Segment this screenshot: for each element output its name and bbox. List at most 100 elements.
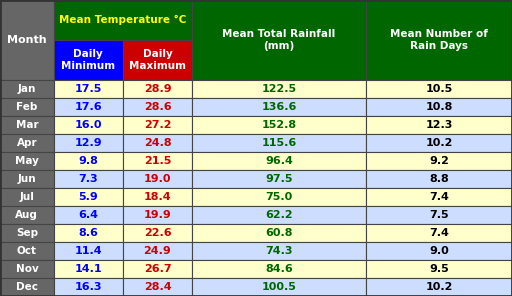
Text: 115.6: 115.6 <box>262 138 296 148</box>
Text: 21.5: 21.5 <box>144 156 171 166</box>
Bar <box>123 80 192 98</box>
Text: 75.0: 75.0 <box>265 192 293 202</box>
Text: Mean Total Rainfall
(mm): Mean Total Rainfall (mm) <box>222 29 336 51</box>
Bar <box>123 242 192 260</box>
Bar <box>0 206 54 224</box>
Bar <box>123 170 192 188</box>
Text: 96.4: 96.4 <box>265 156 293 166</box>
Text: Dec: Dec <box>16 282 38 292</box>
Bar <box>123 98 192 116</box>
Text: Sep: Sep <box>16 228 38 238</box>
Bar <box>123 134 192 152</box>
Text: 18.4: 18.4 <box>144 192 171 202</box>
Text: Month: Month <box>7 35 47 45</box>
Bar <box>0 134 54 152</box>
Bar <box>192 242 366 260</box>
Text: 7.4: 7.4 <box>429 192 449 202</box>
Bar <box>0 98 54 116</box>
Bar <box>366 188 512 206</box>
Text: 74.3: 74.3 <box>265 246 293 256</box>
Text: 24.8: 24.8 <box>144 138 171 148</box>
Text: 12.3: 12.3 <box>425 120 453 130</box>
Text: Aug: Aug <box>15 210 38 220</box>
Bar <box>54 116 123 134</box>
Bar <box>54 80 123 98</box>
Text: 14.1: 14.1 <box>75 264 102 274</box>
Text: 62.2: 62.2 <box>265 210 293 220</box>
Text: May: May <box>15 156 39 166</box>
Bar <box>192 224 366 242</box>
Text: 7.5: 7.5 <box>429 210 449 220</box>
Text: 17.5: 17.5 <box>75 84 102 94</box>
Text: 11.4: 11.4 <box>75 246 102 256</box>
Text: 60.8: 60.8 <box>265 228 293 238</box>
Text: 24.9: 24.9 <box>143 246 172 256</box>
Bar <box>366 116 512 134</box>
Bar <box>366 170 512 188</box>
Bar <box>54 40 123 80</box>
Bar <box>0 0 54 80</box>
Bar <box>54 224 123 242</box>
Bar <box>54 260 123 278</box>
Text: 9.5: 9.5 <box>429 264 449 274</box>
Bar <box>123 116 192 134</box>
Bar <box>366 134 512 152</box>
Text: Oct: Oct <box>17 246 37 256</box>
Text: 10.5: 10.5 <box>425 84 453 94</box>
Text: 19.0: 19.0 <box>144 174 171 184</box>
Bar <box>192 134 366 152</box>
Bar <box>54 98 123 116</box>
Text: 8.6: 8.6 <box>78 228 98 238</box>
Bar <box>0 116 54 134</box>
Text: Nov: Nov <box>15 264 38 274</box>
Text: 17.6: 17.6 <box>75 102 102 112</box>
Bar <box>366 224 512 242</box>
Bar <box>0 278 54 296</box>
Bar <box>366 80 512 98</box>
Bar <box>54 242 123 260</box>
Text: 28.9: 28.9 <box>144 84 171 94</box>
Bar <box>54 188 123 206</box>
Text: 9.0: 9.0 <box>429 246 449 256</box>
Bar <box>54 0 192 40</box>
Text: 10.2: 10.2 <box>425 138 453 148</box>
Text: 10.8: 10.8 <box>425 102 453 112</box>
Text: Jun: Jun <box>17 174 36 184</box>
Bar <box>123 206 192 224</box>
Text: 28.6: 28.6 <box>144 102 171 112</box>
Bar <box>366 0 512 80</box>
Bar <box>54 170 123 188</box>
Bar <box>0 80 54 98</box>
Bar <box>192 98 366 116</box>
Text: 9.2: 9.2 <box>429 156 449 166</box>
Text: Daily
Minimum: Daily Minimum <box>61 49 115 71</box>
Text: 84.6: 84.6 <box>265 264 293 274</box>
Text: 12.9: 12.9 <box>75 138 102 148</box>
Bar <box>54 278 123 296</box>
Bar <box>0 224 54 242</box>
Text: 7.3: 7.3 <box>78 174 98 184</box>
Bar <box>192 116 366 134</box>
Bar <box>123 224 192 242</box>
Text: Apr: Apr <box>16 138 37 148</box>
Bar <box>0 260 54 278</box>
Bar <box>54 152 123 170</box>
Bar <box>123 40 192 80</box>
Text: 26.7: 26.7 <box>144 264 171 274</box>
Text: 152.8: 152.8 <box>262 120 296 130</box>
Text: 7.4: 7.4 <box>429 228 449 238</box>
Text: 6.4: 6.4 <box>78 210 98 220</box>
Bar <box>366 98 512 116</box>
Bar <box>0 242 54 260</box>
Text: 100.5: 100.5 <box>262 282 296 292</box>
Bar <box>366 260 512 278</box>
Text: 22.6: 22.6 <box>144 228 171 238</box>
Bar <box>123 260 192 278</box>
Text: Jul: Jul <box>19 192 34 202</box>
Bar <box>0 152 54 170</box>
Text: 10.2: 10.2 <box>425 282 453 292</box>
Bar <box>54 206 123 224</box>
Text: 16.0: 16.0 <box>75 120 102 130</box>
Bar <box>192 0 366 80</box>
Bar <box>192 80 366 98</box>
